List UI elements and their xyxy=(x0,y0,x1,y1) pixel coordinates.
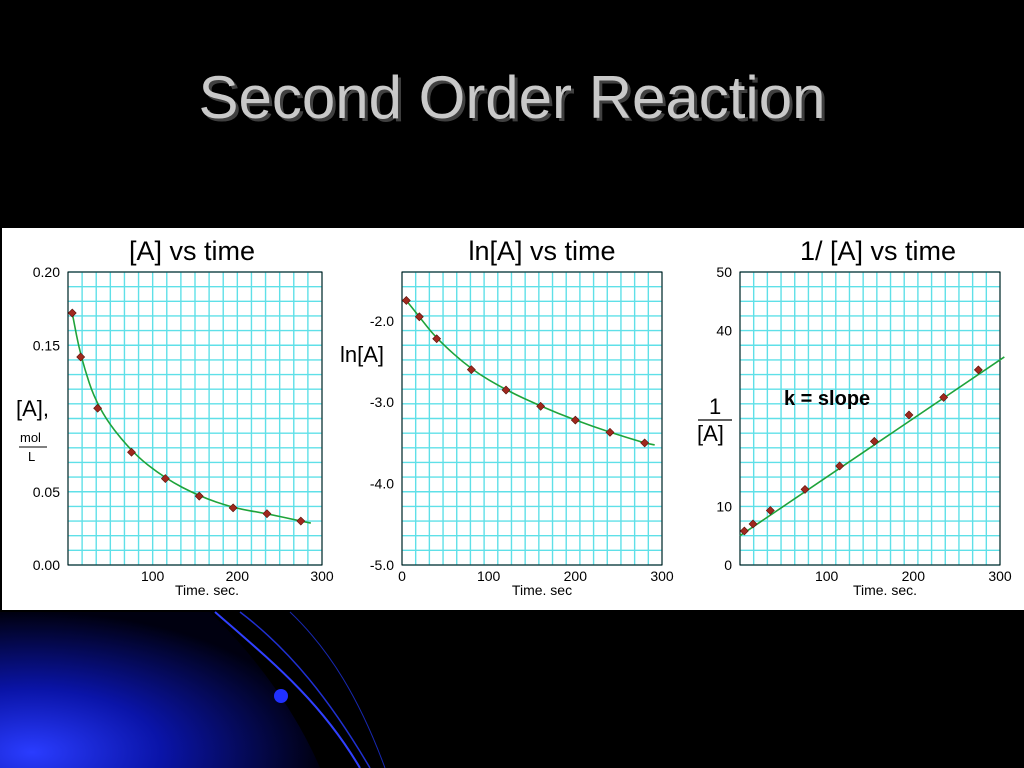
data-point xyxy=(765,506,775,515)
chart-ln-concentration-vs-time: ln[A] vs time 0 100 200 300 -2.0 -3.0 -4.0 -5.0… xyxy=(340,236,674,598)
x-tick-label: 200 xyxy=(564,568,588,584)
y-axis-label-denominator: [A] xyxy=(697,421,724,446)
figure-panel: [A] vs time 100 200 300 0.00 0.05 0.15 0.20 [A… xyxy=(2,228,1024,610)
data-point xyxy=(536,401,546,411)
y-tick-label: 0.05 xyxy=(33,484,60,500)
data-point xyxy=(501,385,511,395)
series-line xyxy=(739,356,1005,537)
x-axis-label: Time. sec. xyxy=(175,582,239,598)
chart-title: [A] vs time xyxy=(129,236,255,266)
data-point xyxy=(640,438,650,448)
data-point xyxy=(432,334,442,344)
y-tick-label: -2.0 xyxy=(370,313,394,329)
x-tick-label: 0 xyxy=(398,568,406,584)
data-point xyxy=(748,519,758,529)
data-point xyxy=(939,392,949,402)
y-tick-label: 0.20 xyxy=(33,264,60,280)
data-point xyxy=(835,461,845,471)
data-point xyxy=(466,365,476,375)
swoosh-dot xyxy=(274,689,288,703)
chart-title: ln[A] vs time xyxy=(468,236,615,266)
x-tick-label: 200 xyxy=(902,568,926,584)
y-tick-label: -5.0 xyxy=(370,557,394,573)
data-point xyxy=(904,410,914,420)
data-point xyxy=(296,516,306,526)
data-point xyxy=(739,526,749,536)
data-point xyxy=(67,308,77,318)
swoosh-line-1 xyxy=(214,611,361,768)
x-tick-label: 100 xyxy=(141,568,165,584)
data-point xyxy=(401,296,411,305)
y-axis-label: [A], xyxy=(16,396,49,421)
x-axis-label: Time. sec. xyxy=(853,582,917,598)
y-axis-unit-denominator: L xyxy=(28,449,35,464)
x-tick-label: 100 xyxy=(477,568,501,584)
data-point xyxy=(973,365,983,375)
y-tick-label: 50 xyxy=(716,264,732,280)
x-tick-label: 300 xyxy=(650,568,674,584)
y-axis-label: ln[A] xyxy=(340,342,384,367)
data-point xyxy=(570,415,580,425)
x-tick-label: 300 xyxy=(988,568,1012,584)
data-point xyxy=(76,352,86,362)
y-tick-label: 0.00 xyxy=(33,557,60,573)
data-point xyxy=(605,427,615,437)
swoosh-line-3 xyxy=(289,611,386,768)
data-point xyxy=(127,447,136,457)
chart-inverse-concentration-vs-time: 1/ [A] vs time 100 200 300 0 10 40 50 1 [A] k … xyxy=(697,236,1012,598)
data-point xyxy=(414,312,424,322)
y-tick-label: 0 xyxy=(724,557,732,573)
x-axis-label: Time. sec xyxy=(512,582,572,598)
y-axis-label-numerator: 1 xyxy=(709,394,721,419)
y-tick-label: 40 xyxy=(716,323,732,339)
data-point xyxy=(228,503,238,513)
y-tick-label: 10 xyxy=(716,498,732,514)
data-point xyxy=(262,509,272,519)
data-point xyxy=(160,474,170,483)
data-point xyxy=(194,491,204,501)
data-point xyxy=(93,403,103,413)
blue-swoosh-shape xyxy=(0,612,320,768)
swoosh-line-2 xyxy=(239,611,371,768)
y-tick-label: 0.15 xyxy=(33,337,60,353)
y-axis-unit-numerator: mol xyxy=(20,430,41,445)
data-point xyxy=(869,436,879,446)
slope-annotation: k = slope xyxy=(784,388,870,410)
slide-title: Second Order Reaction xyxy=(198,64,826,131)
data-point xyxy=(800,484,810,494)
chart-concentration-vs-time: [A] vs time 100 200 300 0.00 0.05 0.15 0.20 [A… xyxy=(16,236,334,598)
plot-frame xyxy=(739,271,1001,566)
x-tick-label: 200 xyxy=(226,568,250,584)
chart-title: 1/ [A] vs time xyxy=(800,236,956,266)
y-tick-label: -3.0 xyxy=(370,394,394,410)
plot-frame xyxy=(67,271,323,566)
x-tick-label: 100 xyxy=(815,568,839,584)
x-tick-label: 300 xyxy=(310,568,334,584)
y-tick-label: -4.0 xyxy=(370,476,394,492)
plot-frame xyxy=(401,271,663,566)
